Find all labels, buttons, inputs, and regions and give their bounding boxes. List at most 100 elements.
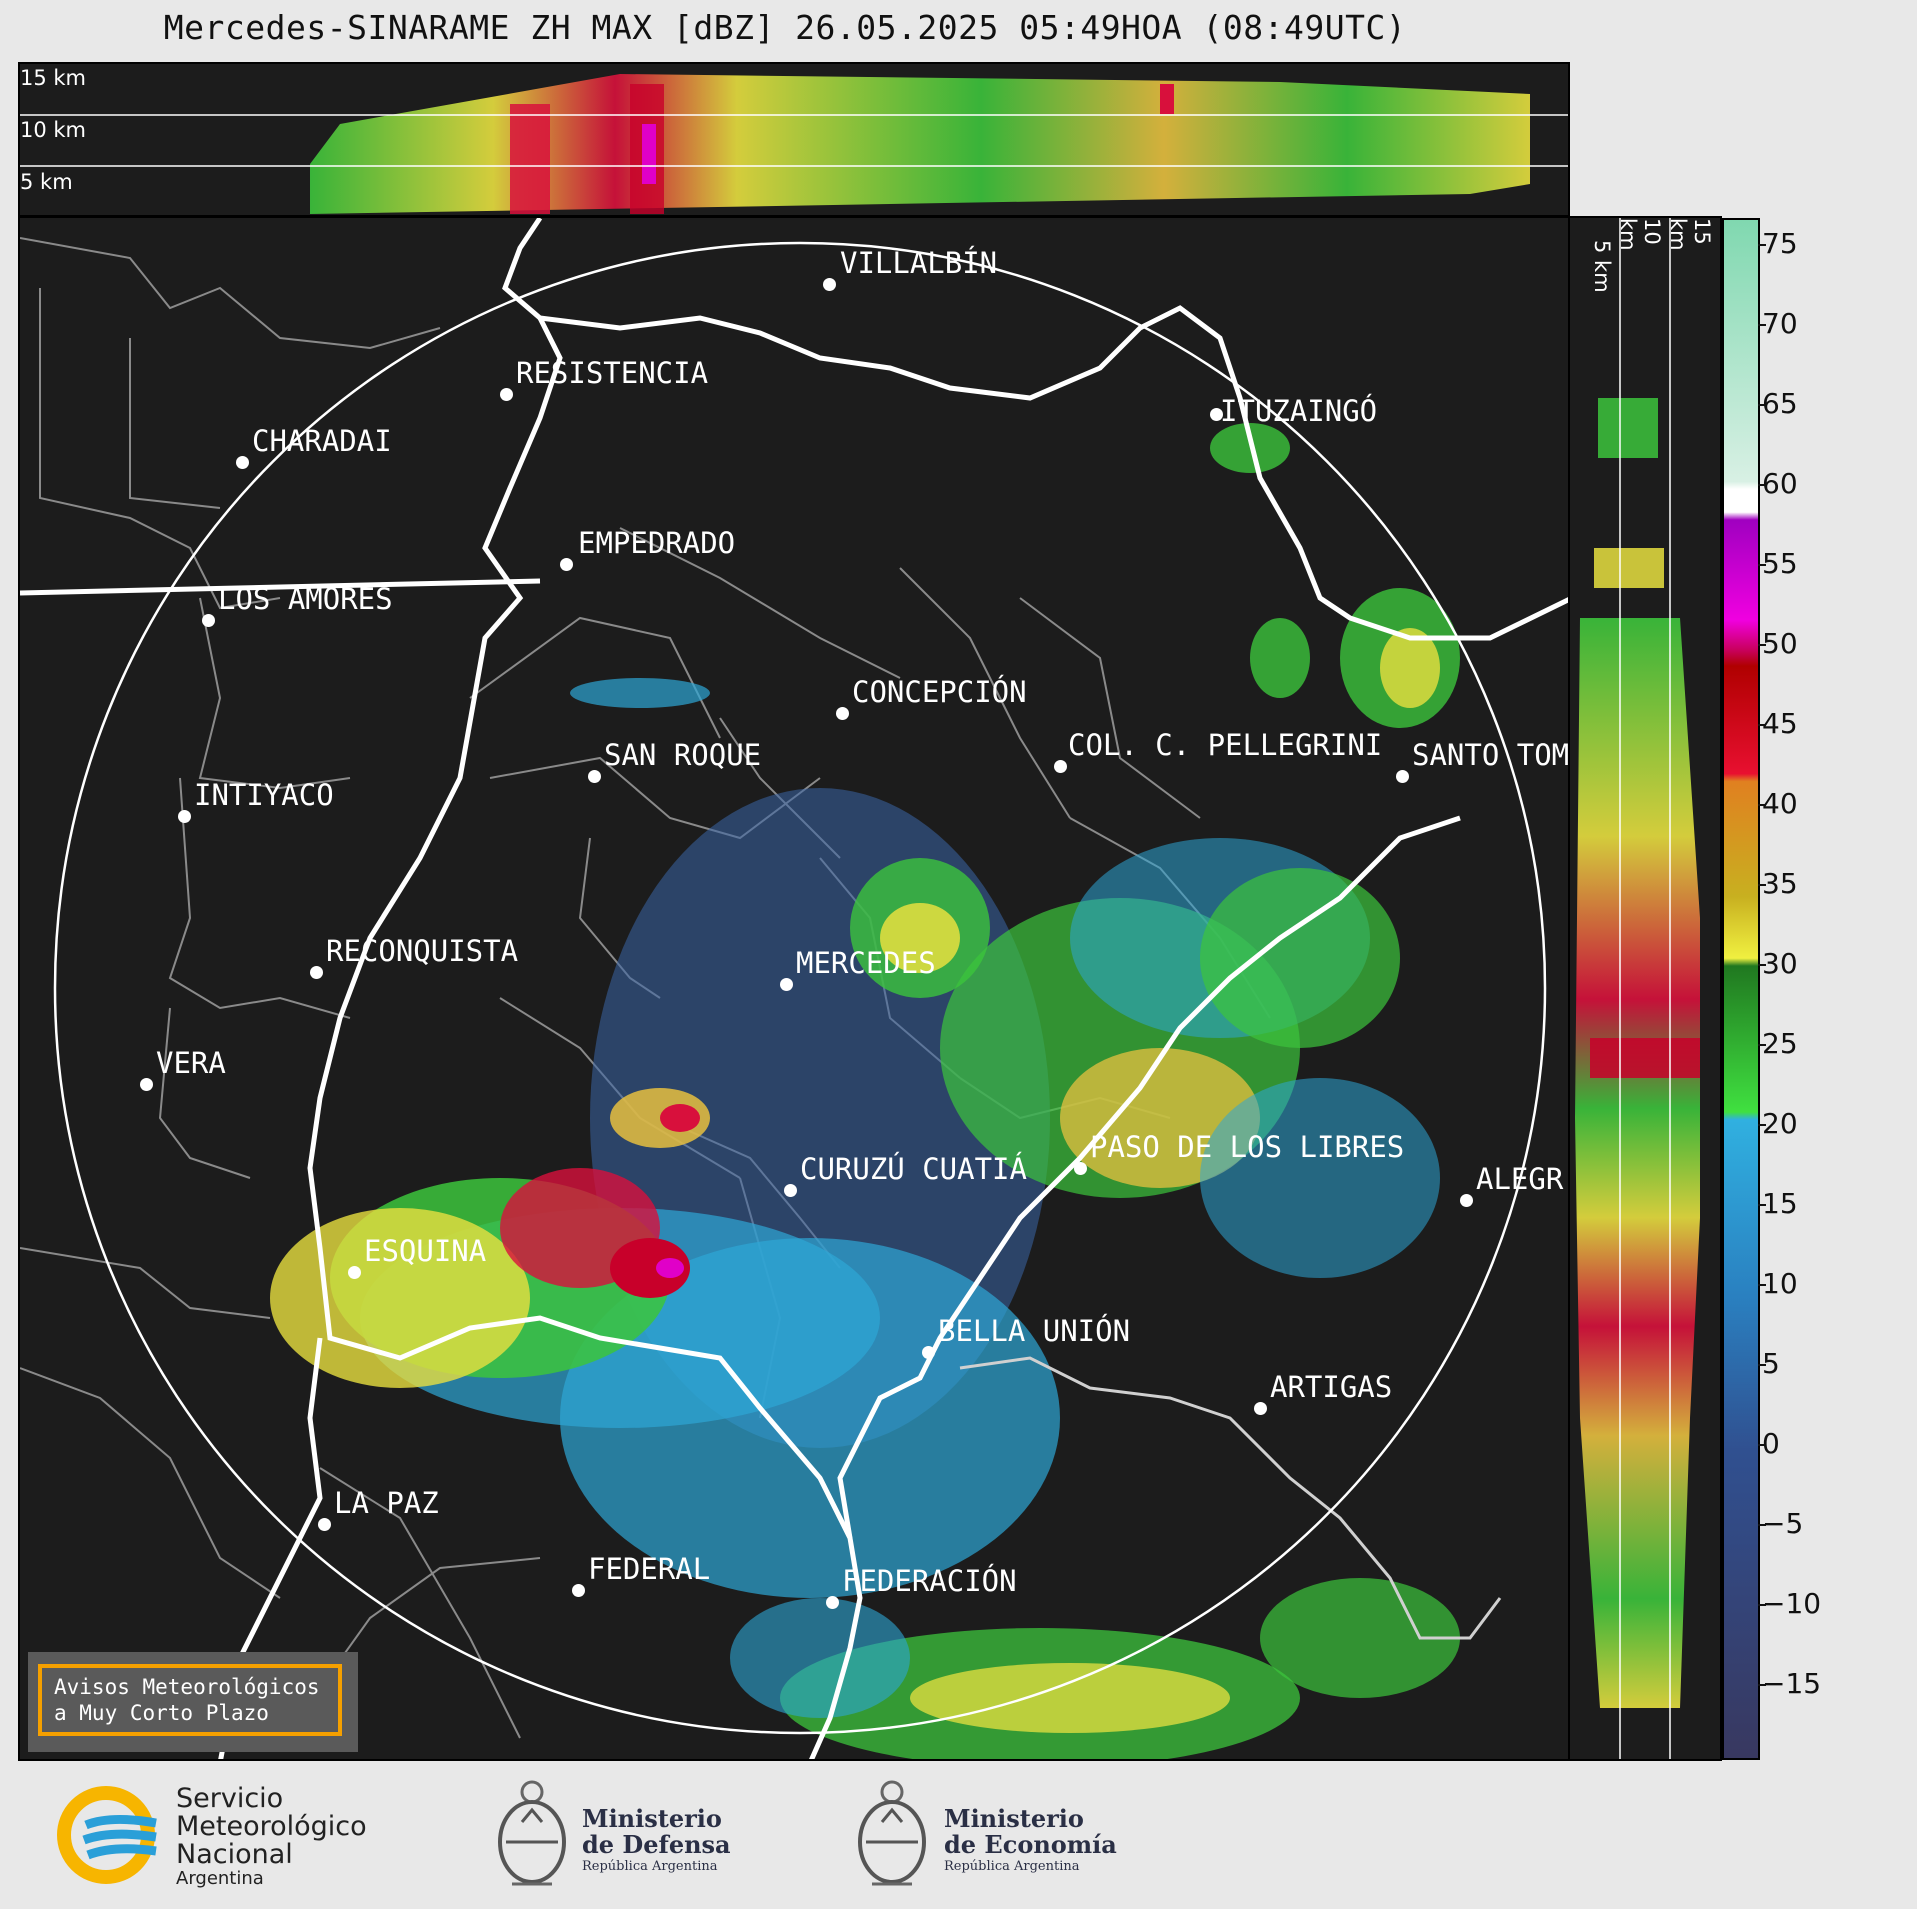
top-height-label-5km: 5 km (20, 170, 73, 194)
national-borders (20, 218, 1568, 1759)
dbz-colorbar (1722, 218, 1760, 1760)
city-label-esquina: ESQUINA (364, 1234, 487, 1268)
avisos-line2: a Muy Corto Plazo (54, 1701, 269, 1725)
city-label-federacion: FEDERACIÓN (842, 1564, 1017, 1598)
colorbar-tick-30: 30 (1758, 947, 1798, 980)
side-cross-section-panel: 5 km 10 km 15 km (1568, 216, 1722, 1761)
colorbar-tick-65: 65 (1758, 387, 1798, 420)
city-label-alegrete: ALEGR (1476, 1162, 1564, 1196)
radar-map-panel: VILLALBÍN RESISTENCIA CHARADAI ITUZAINGÓ… (18, 216, 1570, 1761)
city-label-los-amores: LOS AMORES (218, 582, 393, 616)
city-dot-los-amores (202, 614, 215, 627)
uruguay-border (959, 1356, 1502, 1640)
colorbar-tick-40: 40 (1758, 787, 1798, 820)
top-cross-section-echo (20, 74, 1568, 214)
defensa-logo: Ministerio de Defensa República Argentin… (492, 1772, 752, 1902)
city-label-villalbin: VILLALBÍN (840, 246, 998, 280)
city-label-ituzaingo: ITUZAINGÓ (1220, 394, 1378, 428)
smn-logo: Servicio Meteorológico Nacional Argentin… (56, 1783, 396, 1889)
economia-text-line3: República Argentina (944, 1859, 1080, 1874)
smn-text-line4: Argentina (176, 1868, 264, 1889)
economia-text-line2: de Economía (944, 1830, 1117, 1859)
city-dot-ituzaingo (1210, 408, 1223, 421)
side-height-label-5km: 5 km (1590, 240, 1614, 293)
colorbar-tick-55: 55 (1758, 547, 1798, 580)
defensa-text-line1: Ministerio (582, 1804, 722, 1833)
city-label-federal: FEDERAL (588, 1552, 711, 1586)
city-dot-resistencia (500, 388, 513, 401)
colorbar-tick-15: 15 (1758, 1187, 1798, 1220)
avisos-link[interactable]: Avisos Meteorológicos a Muy Corto Plazo (38, 1664, 342, 1736)
city-dot-alegrete (1460, 1194, 1473, 1207)
city-label-intiyaco: INTIYACO (194, 778, 334, 812)
economia-text-line1: Ministerio (944, 1804, 1084, 1833)
city-label-col-c-pellegrini: COL. C. PELLEGRINI (1068, 728, 1383, 762)
city-dot-mercedes (780, 978, 793, 991)
city-label-san-roque: SAN ROQUE (604, 738, 762, 772)
city-dot-charadai (236, 456, 249, 469)
city-label-bella-union: BELLA UNIÓN (938, 1314, 1131, 1348)
city-dot-paso-de-los-libres (1074, 1162, 1087, 1175)
city-dot-intiyaco (178, 810, 191, 823)
side-cross-section-echo (1575, 218, 1700, 1759)
top-height-label-15km: 15 km (20, 66, 87, 90)
city-label-mercedes: MERCEDES (796, 946, 936, 980)
city-label-santo-tome: SANTO TOM (1412, 738, 1570, 772)
city-dot-concepcion (836, 707, 849, 720)
colorbar-gradient (1724, 220, 1758, 1758)
colorbar-tick-10: 10 (1758, 1267, 1798, 1300)
radar-map-canvas (20, 218, 1568, 1759)
colorbar-tick-5: 5 (1758, 1347, 1780, 1380)
economia-logo: Ministerio de Economía República Argenti… (852, 1772, 1132, 1902)
city-dot-artigas (1254, 1402, 1267, 1415)
colorbar-tick-25: 25 (1758, 1027, 1798, 1060)
city-label-curuzu-cuatia: CURUZÚ CUATIÁ (800, 1152, 1027, 1186)
city-label-empedrado: EMPEDRADO (578, 526, 736, 560)
top-cross-section-panel: 15 km 10 km 5 km (18, 62, 1570, 217)
smn-text-line3: Nacional (176, 1839, 293, 1870)
city-dot-federacion (826, 1596, 839, 1609)
radar-echo-layer (270, 423, 1460, 1759)
city-label-charadai: CHARADAI (252, 424, 392, 458)
colorbar-tick-0: 0 (1758, 1427, 1780, 1460)
city-dot-curuzu-cuatia (784, 1184, 797, 1197)
city-dot-vera (140, 1078, 153, 1091)
defensa-text-line2: de Defensa (582, 1830, 731, 1859)
city-dot-san-roque (588, 770, 601, 783)
defensa-text-line3: República Argentina (582, 1859, 718, 1874)
city-label-reconquista: RECONQUISTA (326, 934, 519, 968)
colorbar-tick-20: 20 (1758, 1107, 1798, 1140)
colorbar-tick-75: 75 (1758, 227, 1798, 260)
city-dot-santo-tome (1396, 770, 1409, 783)
city-dot-reconquista (310, 966, 323, 979)
city-label-concepcion: CONCEPCIÓN (852, 675, 1027, 709)
colorbar-tick-70: 70 (1758, 307, 1798, 340)
economia-seal-icon (858, 1780, 926, 1886)
city-dot-federal (572, 1584, 585, 1597)
smn-text-line1: Servicio (176, 1783, 284, 1814)
colorbar-tick-35: 35 (1758, 867, 1798, 900)
city-dot-bella-union (922, 1346, 935, 1359)
colorbar-tick-minus10: −10 (1757, 1587, 1822, 1620)
colorbar-tick-60: 60 (1758, 467, 1798, 500)
city-label-vera: VERA (156, 1046, 226, 1080)
city-label-resistencia: RESISTENCIA (516, 356, 709, 390)
city-dot-empedrado (560, 558, 573, 571)
city-label-paso-de-los-libres: PASO DE LOS LIBRES (1090, 1130, 1405, 1164)
smn-text-line2: Meteorológico (176, 1811, 367, 1842)
defensa-seal-icon (498, 1780, 566, 1886)
colorbar-tick-minus5: −5 (1757, 1507, 1804, 1540)
side-height-label-15km: 15 km (1666, 218, 1714, 251)
colorbar-tick-45: 45 (1758, 707, 1798, 740)
city-dot-la-paz (318, 1518, 331, 1531)
top-height-label-10km: 10 km (20, 118, 87, 142)
city-dot-villalbin (823, 278, 836, 291)
side-height-label-10km: 10 km (1616, 218, 1664, 251)
city-dot-esquina (348, 1266, 361, 1279)
city-label-la-paz: LA PAZ (334, 1486, 439, 1520)
colorbar-tick-minus15: −15 (1757, 1667, 1822, 1700)
avisos-box[interactable]: Avisos Meteorológicos a Muy Corto Plazo (28, 1652, 358, 1752)
radar-range-ring (53, 241, 1547, 1735)
avisos-line1: Avisos Meteorológicos (54, 1675, 320, 1699)
colorbar-tick-50: 50 (1758, 627, 1798, 660)
